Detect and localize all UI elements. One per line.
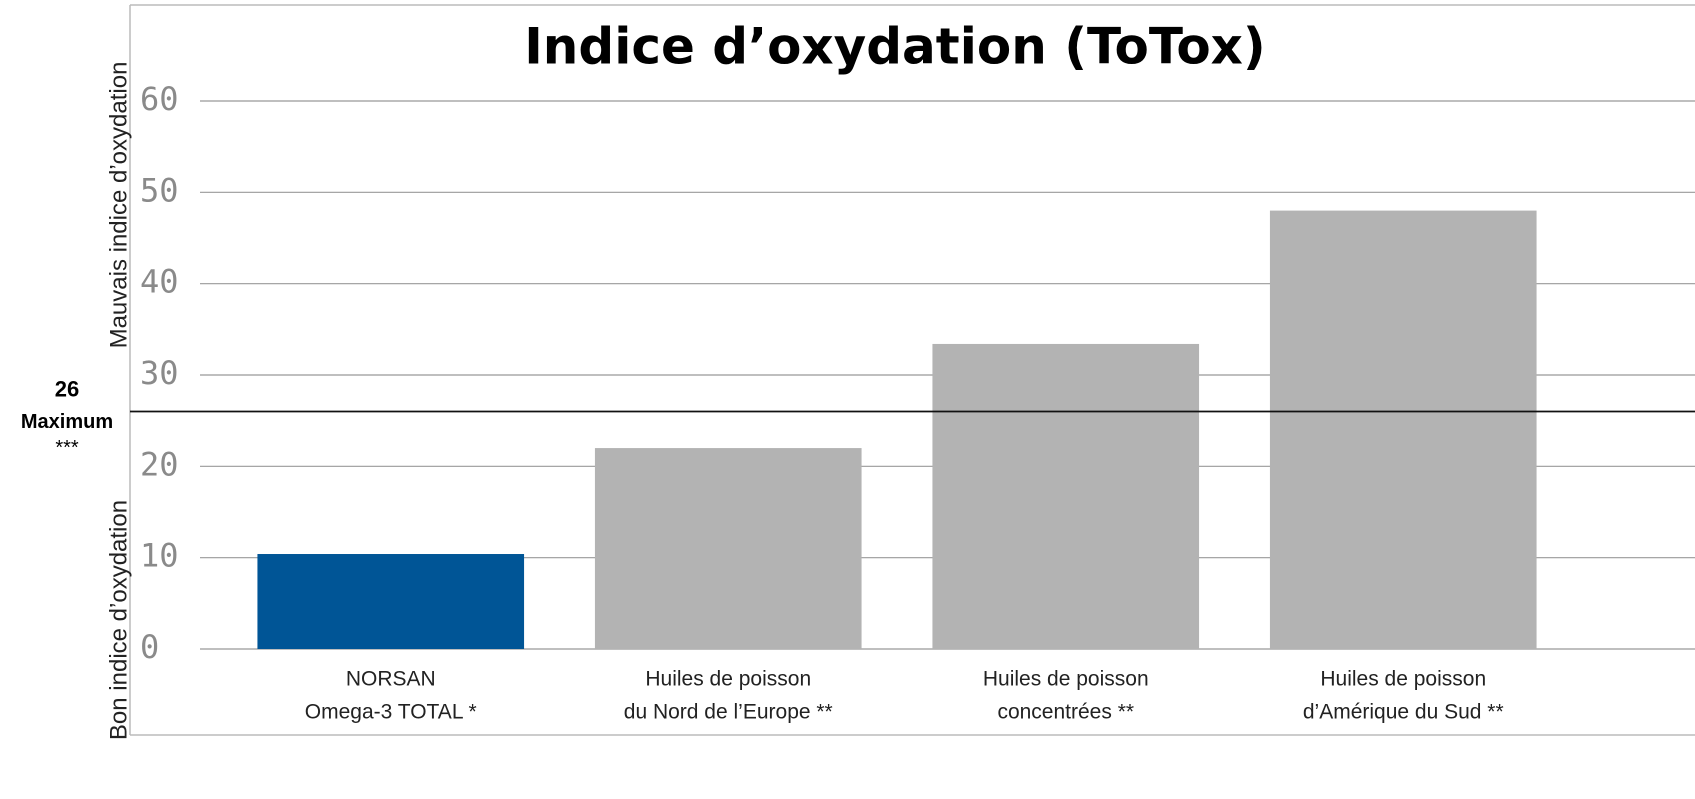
- x-tick-label: d’Amérique du Sud **: [1303, 701, 1504, 724]
- y-tick-label: 10: [140, 537, 179, 575]
- x-tick-label: concentrées **: [997, 701, 1134, 724]
- bar: [257, 554, 525, 649]
- chart-title: Indice d’oxydation (ToTox): [524, 18, 1266, 76]
- y-tick-label: 0: [140, 628, 159, 666]
- y-tick-label: 50: [140, 171, 179, 209]
- y-axis-label-upper: Mauvais indice d’oxydation: [105, 62, 132, 349]
- y-tick-label: 40: [140, 263, 179, 301]
- reference-label: ***: [55, 437, 79, 459]
- x-tick-label: NORSAN: [346, 668, 436, 691]
- bar: [932, 343, 1200, 649]
- x-tick-label: Omega-3 TOTAL *: [305, 701, 477, 724]
- x-tick-label: Huiles de poisson: [983, 668, 1149, 691]
- x-tick-label: Huiles de poisson: [645, 668, 811, 691]
- y-tick-label: 20: [140, 445, 179, 483]
- reference-label: Maximum: [21, 411, 113, 433]
- x-tick-label: du Nord de l’Europe **: [624, 701, 833, 724]
- bar: [594, 448, 862, 649]
- y-tick-label: 60: [140, 80, 179, 118]
- x-tick-label: Huiles de poisson: [1320, 668, 1486, 691]
- y-axis-label-lower: Bon indice d’oxydation: [105, 500, 132, 740]
- bar: [1269, 210, 1537, 649]
- y-tick-label: 30: [140, 354, 179, 392]
- reference-value-label: 26: [55, 376, 79, 401]
